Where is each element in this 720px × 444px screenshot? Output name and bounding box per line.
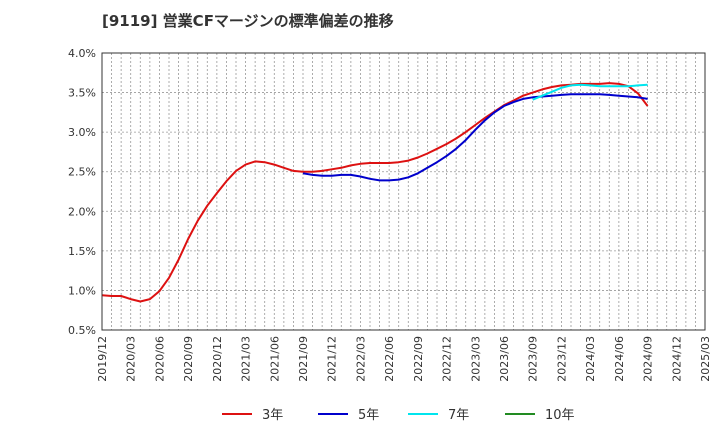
legend-label-5年: 5年 [358, 408, 379, 423]
x-tick-label: 2023/09 [527, 336, 540, 382]
y-tick-label: 3.0% [68, 126, 96, 139]
x-tick-label: 2022/09 [412, 336, 425, 382]
x-tick-label: 2020/09 [182, 336, 195, 382]
x-tick-label: 2024/09 [642, 336, 655, 382]
legend: 3年 5年 7年 10年 [222, 408, 575, 423]
x-tick-label: 2020/06 [153, 336, 166, 382]
legend-label-7年: 7年 [448, 408, 469, 423]
x-tick-label: 2020/03 [125, 336, 138, 382]
series-line-3年 [101, 82, 649, 303]
legend-label-10年: 10年 [545, 408, 575, 423]
x-tick-label: 2021/06 [268, 336, 281, 382]
y-tick-label: 1.5% [68, 245, 96, 258]
x-tick-label: 2023/06 [498, 336, 511, 382]
x-tick-label: 2021/12 [326, 336, 339, 382]
x-tick-label: 2019/12 [96, 336, 109, 382]
plot-area [102, 53, 705, 330]
x-tick-label: 2021/03 [240, 336, 253, 382]
series-lines [101, 82, 649, 303]
plot-frame [101, 52, 706, 331]
y-tick-label: 0.5% [68, 324, 96, 337]
series-line-7年 [532, 83, 648, 101]
x-tick-label: 2024/12 [670, 336, 683, 382]
y-tick-label: 2.0% [68, 205, 96, 218]
x-tick-label: 2023/12 [555, 336, 568, 382]
x-tick-label: 2024/03 [584, 336, 597, 382]
legend-label-3年: 3年 [262, 408, 283, 423]
y-tick-label: 3.5% [68, 87, 96, 100]
x-axis: 2019/12 2020/03 2020/06 2020/09 2020/12 2021/… [96, 336, 712, 382]
y-axis: 0.5% 1.0% 1.5% 2.0% 2.5% 3.0% 3.5% 4.0% [68, 47, 96, 337]
x-tick-label: 2022/06 [383, 336, 396, 382]
x-tick-label: 2021/09 [297, 336, 310, 382]
x-tick-label: 2020/12 [211, 336, 224, 382]
x-tick-label: 2024/06 [613, 336, 626, 382]
x-tick-label: 2025/03 [699, 336, 712, 382]
y-tick-label: 2.5% [68, 166, 96, 179]
series-line-5年 [302, 93, 648, 182]
y-tick-label: 1.0% [68, 284, 96, 297]
chart-title: [9119] 営業CFマージンの標準偏差の推移 [102, 12, 394, 30]
x-tick-label: 2022/12 [441, 336, 454, 382]
x-tick-label: 2023/03 [469, 336, 482, 382]
x-tick-label: 2022/03 [354, 336, 367, 382]
y-tick-label: 4.0% [68, 47, 96, 60]
